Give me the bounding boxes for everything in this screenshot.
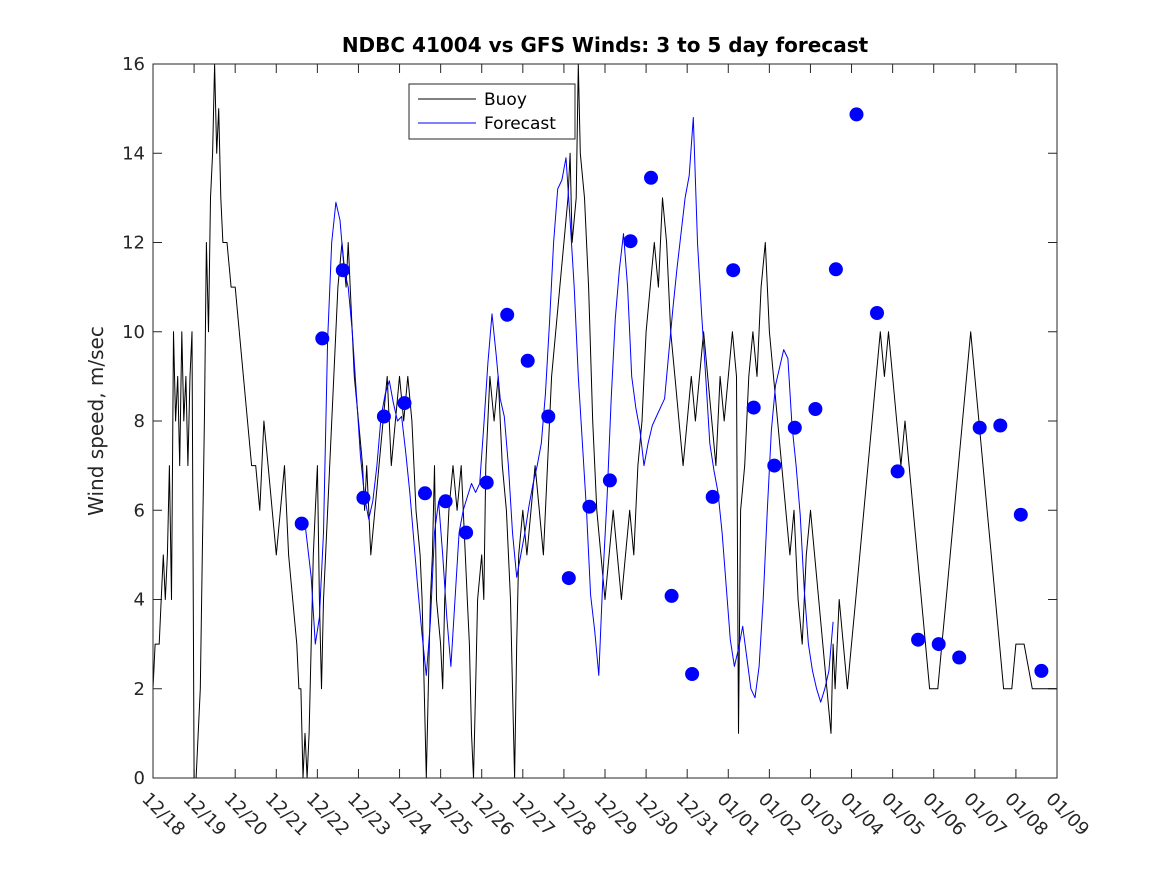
forecast-marker xyxy=(459,525,474,540)
forecast-marker xyxy=(376,409,391,424)
series-line-buoy xyxy=(152,63,1057,779)
forecast-marker xyxy=(623,234,638,249)
y-axis-ticks: 0 2 4 6 8 10 12 14 16 xyxy=(122,54,1057,789)
forecast-marker xyxy=(767,458,782,473)
forecast-marker xyxy=(808,402,823,416)
forecast-marker xyxy=(1013,507,1028,522)
forecast-marker xyxy=(561,571,576,586)
forecast-marker xyxy=(726,263,741,278)
forecast-marker xyxy=(438,494,453,509)
forecast-marker xyxy=(787,420,802,435)
forecast-marker xyxy=(335,263,350,278)
legend-box xyxy=(408,83,576,140)
forecast-marker xyxy=(582,499,597,514)
forecast-marker xyxy=(315,331,330,346)
forecast-marker xyxy=(685,667,700,681)
forecast-marker xyxy=(1034,663,1049,678)
forecast-marker xyxy=(952,650,967,665)
forecast-marker xyxy=(828,262,843,277)
legend: Buoy Forecast xyxy=(408,83,576,140)
series-line-forecast xyxy=(304,117,834,703)
forecast-marker xyxy=(644,170,658,185)
y-tick-label: 4 xyxy=(134,590,145,611)
chart-title: NDBC 41004 vs GFS Winds: 3 to 5 day fore… xyxy=(342,33,869,57)
legend-buoy-label: Buoy xyxy=(484,90,527,110)
forecast-marker xyxy=(294,516,309,531)
forecast-marker xyxy=(890,464,905,479)
forecast-marker xyxy=(931,637,946,652)
y-tick-label: 2 xyxy=(134,679,145,700)
forecast-marker xyxy=(397,396,412,411)
forecast-marker xyxy=(541,409,556,424)
forecast-marker xyxy=(870,306,884,320)
forecast-markers xyxy=(294,107,1049,681)
forecast-marker xyxy=(520,353,535,368)
forecast-marker xyxy=(849,107,864,122)
series-layer xyxy=(152,63,1057,779)
y-tick-label: 10 xyxy=(122,322,145,343)
forecast-marker xyxy=(705,489,720,504)
forecast-marker xyxy=(746,400,761,415)
axes-frame xyxy=(152,63,1058,779)
y-tick-label: 0 xyxy=(134,768,145,789)
axes-box xyxy=(153,64,1057,778)
forecast-marker xyxy=(356,490,371,505)
y-tick-label: 6 xyxy=(134,500,145,521)
forecast-marker xyxy=(911,632,926,647)
forecast-marker xyxy=(602,473,617,488)
y-tick-label: 16 xyxy=(122,54,145,75)
forecast-marker xyxy=(500,307,515,322)
legend-forecast-label: Forecast xyxy=(484,114,556,134)
y-axis-label: Wind speed, m/sec xyxy=(84,326,108,516)
y-tick-label: 14 xyxy=(122,143,145,164)
y-tick-label: 12 xyxy=(122,233,145,254)
forecast-marker xyxy=(972,420,987,435)
forecast-marker xyxy=(479,475,494,490)
forecast-marker xyxy=(664,588,679,603)
y-tick-label: 8 xyxy=(134,411,145,432)
forecast-marker xyxy=(993,418,1008,433)
forecast-marker xyxy=(418,486,432,501)
